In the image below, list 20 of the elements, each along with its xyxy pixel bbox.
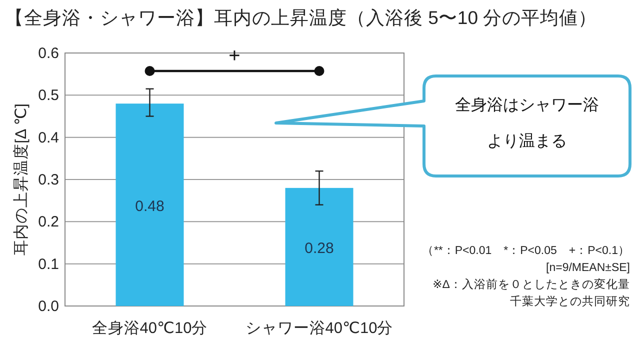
text: より温まる <box>487 133 567 150</box>
y-axis-title: 耳内の上昇温度[Δ ℃] <box>12 104 30 256</box>
annotation: + <box>228 45 240 67</box>
x-tick-label: シャワー浴40℃10分 <box>245 320 394 337</box>
y-tick-label: 0.0 <box>38 298 59 315</box>
y-tick-label: 0.3 <box>38 172 59 188</box>
data-label: 0.28 <box>304 240 334 257</box>
text: [n=9/MEAN±SE] <box>546 262 630 274</box>
y-tick-label: 0.6 <box>38 45 59 62</box>
y-tick-label: 0.1 <box>38 256 59 273</box>
y-tick-label: 0.5 <box>38 87 59 104</box>
chart-title: 【全身浴・シャワー浴】耳内の上昇温度（入浴後 5〜10 分の平均値） <box>5 7 598 28</box>
y-tick-label: 0.4 <box>38 129 59 146</box>
data-label: 0.48 <box>135 198 164 215</box>
text: 全身浴はシャワー浴 <box>455 97 599 114</box>
text: （**：P<0.01 *：P<0.05 +：P<0.1） <box>422 245 630 257</box>
text: ※Δ：入浴前を０としたときの変化量 <box>432 277 630 291</box>
text: 千葉大学との共同研究 <box>510 294 630 308</box>
x-tick-label: 全身浴40℃10分 <box>92 320 208 337</box>
y-tick-label: 0.2 <box>38 214 59 231</box>
